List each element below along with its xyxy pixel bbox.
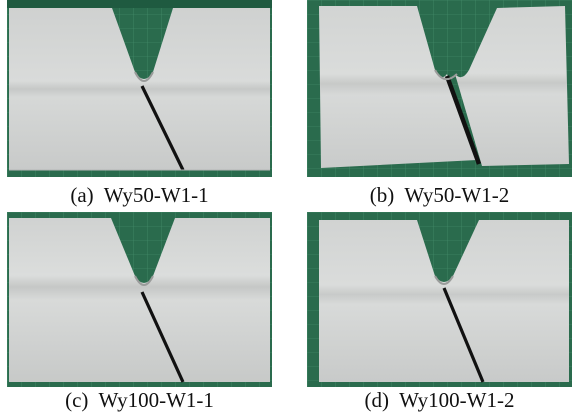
plate-shape (9, 8, 270, 170)
specimen-photo-b (307, 0, 572, 177)
crack-line (442, 287, 485, 383)
caption-c: (c) Wy100-W1-1 (65, 388, 214, 412)
caption-a: (a) Wy50-W1-1 (70, 183, 209, 207)
specimen-photo-d (307, 212, 572, 387)
caption-d: (d) Wy100-W1-2 (364, 388, 515, 412)
plate-shape (9, 218, 270, 382)
specimen-photo-c (7, 212, 272, 387)
crack-line (444, 75, 482, 165)
crack-line (140, 85, 185, 171)
crack-line (140, 291, 185, 383)
specimen-photo-a (7, 0, 272, 177)
plate-shape-left (319, 6, 477, 168)
plate-shape (319, 220, 569, 382)
caption-b: (b) Wy50-W1-2 (369, 183, 510, 207)
plate-shape-right (455, 6, 569, 166)
